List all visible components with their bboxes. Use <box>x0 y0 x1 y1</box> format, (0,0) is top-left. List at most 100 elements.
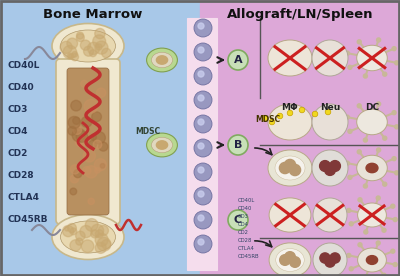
Circle shape <box>325 164 335 176</box>
Circle shape <box>194 19 212 37</box>
Circle shape <box>102 48 111 58</box>
Circle shape <box>198 23 204 29</box>
Circle shape <box>287 110 293 116</box>
Circle shape <box>345 51 349 55</box>
Circle shape <box>96 88 106 97</box>
Circle shape <box>194 163 212 181</box>
Ellipse shape <box>366 256 378 264</box>
Ellipse shape <box>52 23 124 68</box>
Text: MΦ: MΦ <box>282 104 298 113</box>
Circle shape <box>62 225 74 237</box>
Circle shape <box>376 148 380 152</box>
Circle shape <box>393 217 397 222</box>
Text: CD40: CD40 <box>238 206 252 211</box>
Circle shape <box>65 227 69 231</box>
Circle shape <box>198 239 204 245</box>
Bar <box>0 0 200 276</box>
Circle shape <box>84 46 94 56</box>
Circle shape <box>67 224 76 232</box>
Circle shape <box>345 115 349 119</box>
Circle shape <box>290 257 300 267</box>
Circle shape <box>194 211 212 229</box>
Circle shape <box>376 38 380 42</box>
Circle shape <box>70 188 77 195</box>
Circle shape <box>81 117 92 127</box>
Ellipse shape <box>357 109 387 135</box>
Circle shape <box>364 230 368 234</box>
FancyBboxPatch shape <box>67 68 109 215</box>
Text: CD40L: CD40L <box>238 198 255 203</box>
Ellipse shape <box>146 133 178 157</box>
Circle shape <box>67 53 73 59</box>
Circle shape <box>95 41 108 54</box>
Circle shape <box>347 253 351 258</box>
Ellipse shape <box>358 248 386 272</box>
Circle shape <box>392 47 396 51</box>
Circle shape <box>92 112 102 122</box>
Circle shape <box>376 241 380 245</box>
Text: Allograft/LN/Spleen: Allograft/LN/Spleen <box>227 8 373 21</box>
Circle shape <box>80 135 88 142</box>
Ellipse shape <box>268 40 312 76</box>
Circle shape <box>81 240 94 253</box>
Circle shape <box>60 41 72 53</box>
Ellipse shape <box>156 141 168 149</box>
Ellipse shape <box>60 221 116 253</box>
Circle shape <box>95 230 104 238</box>
Circle shape <box>325 257 335 267</box>
Circle shape <box>70 240 81 251</box>
Circle shape <box>76 238 83 245</box>
Circle shape <box>312 111 318 117</box>
Circle shape <box>95 233 108 246</box>
Text: CD28: CD28 <box>238 238 252 243</box>
Circle shape <box>74 169 82 178</box>
Circle shape <box>98 225 108 235</box>
Circle shape <box>382 228 386 232</box>
Circle shape <box>95 28 105 39</box>
Text: CD2: CD2 <box>8 148 28 158</box>
Circle shape <box>194 235 212 253</box>
Circle shape <box>279 162 290 174</box>
Circle shape <box>93 35 106 48</box>
Circle shape <box>102 240 111 249</box>
Circle shape <box>84 99 98 113</box>
Circle shape <box>198 71 204 77</box>
Circle shape <box>320 253 330 263</box>
Circle shape <box>83 150 96 162</box>
Circle shape <box>358 243 362 247</box>
Circle shape <box>325 109 331 115</box>
Circle shape <box>100 164 105 168</box>
Circle shape <box>330 253 340 263</box>
Circle shape <box>88 140 96 148</box>
Circle shape <box>69 54 73 59</box>
Circle shape <box>76 34 84 42</box>
Circle shape <box>76 131 88 142</box>
Text: MDSC: MDSC <box>136 128 160 137</box>
Ellipse shape <box>156 56 168 64</box>
Text: CD3: CD3 <box>8 105 28 113</box>
Circle shape <box>228 50 248 70</box>
Circle shape <box>280 255 290 265</box>
Circle shape <box>313 198 347 232</box>
Circle shape <box>348 65 352 69</box>
Circle shape <box>96 44 102 50</box>
Circle shape <box>364 138 368 142</box>
Bar <box>200 0 400 276</box>
Circle shape <box>194 187 212 205</box>
Circle shape <box>277 113 283 119</box>
Circle shape <box>80 40 90 50</box>
Circle shape <box>97 237 111 251</box>
Text: CD4: CD4 <box>8 126 28 136</box>
Ellipse shape <box>152 52 172 68</box>
Circle shape <box>330 161 340 171</box>
Circle shape <box>90 50 96 57</box>
Circle shape <box>313 243 347 276</box>
Text: MDSC: MDSC <box>255 115 280 124</box>
Circle shape <box>376 102 380 106</box>
Circle shape <box>383 182 387 186</box>
Circle shape <box>70 228 77 235</box>
Circle shape <box>284 160 296 171</box>
Circle shape <box>198 167 204 173</box>
Circle shape <box>90 134 96 140</box>
Circle shape <box>349 267 353 271</box>
